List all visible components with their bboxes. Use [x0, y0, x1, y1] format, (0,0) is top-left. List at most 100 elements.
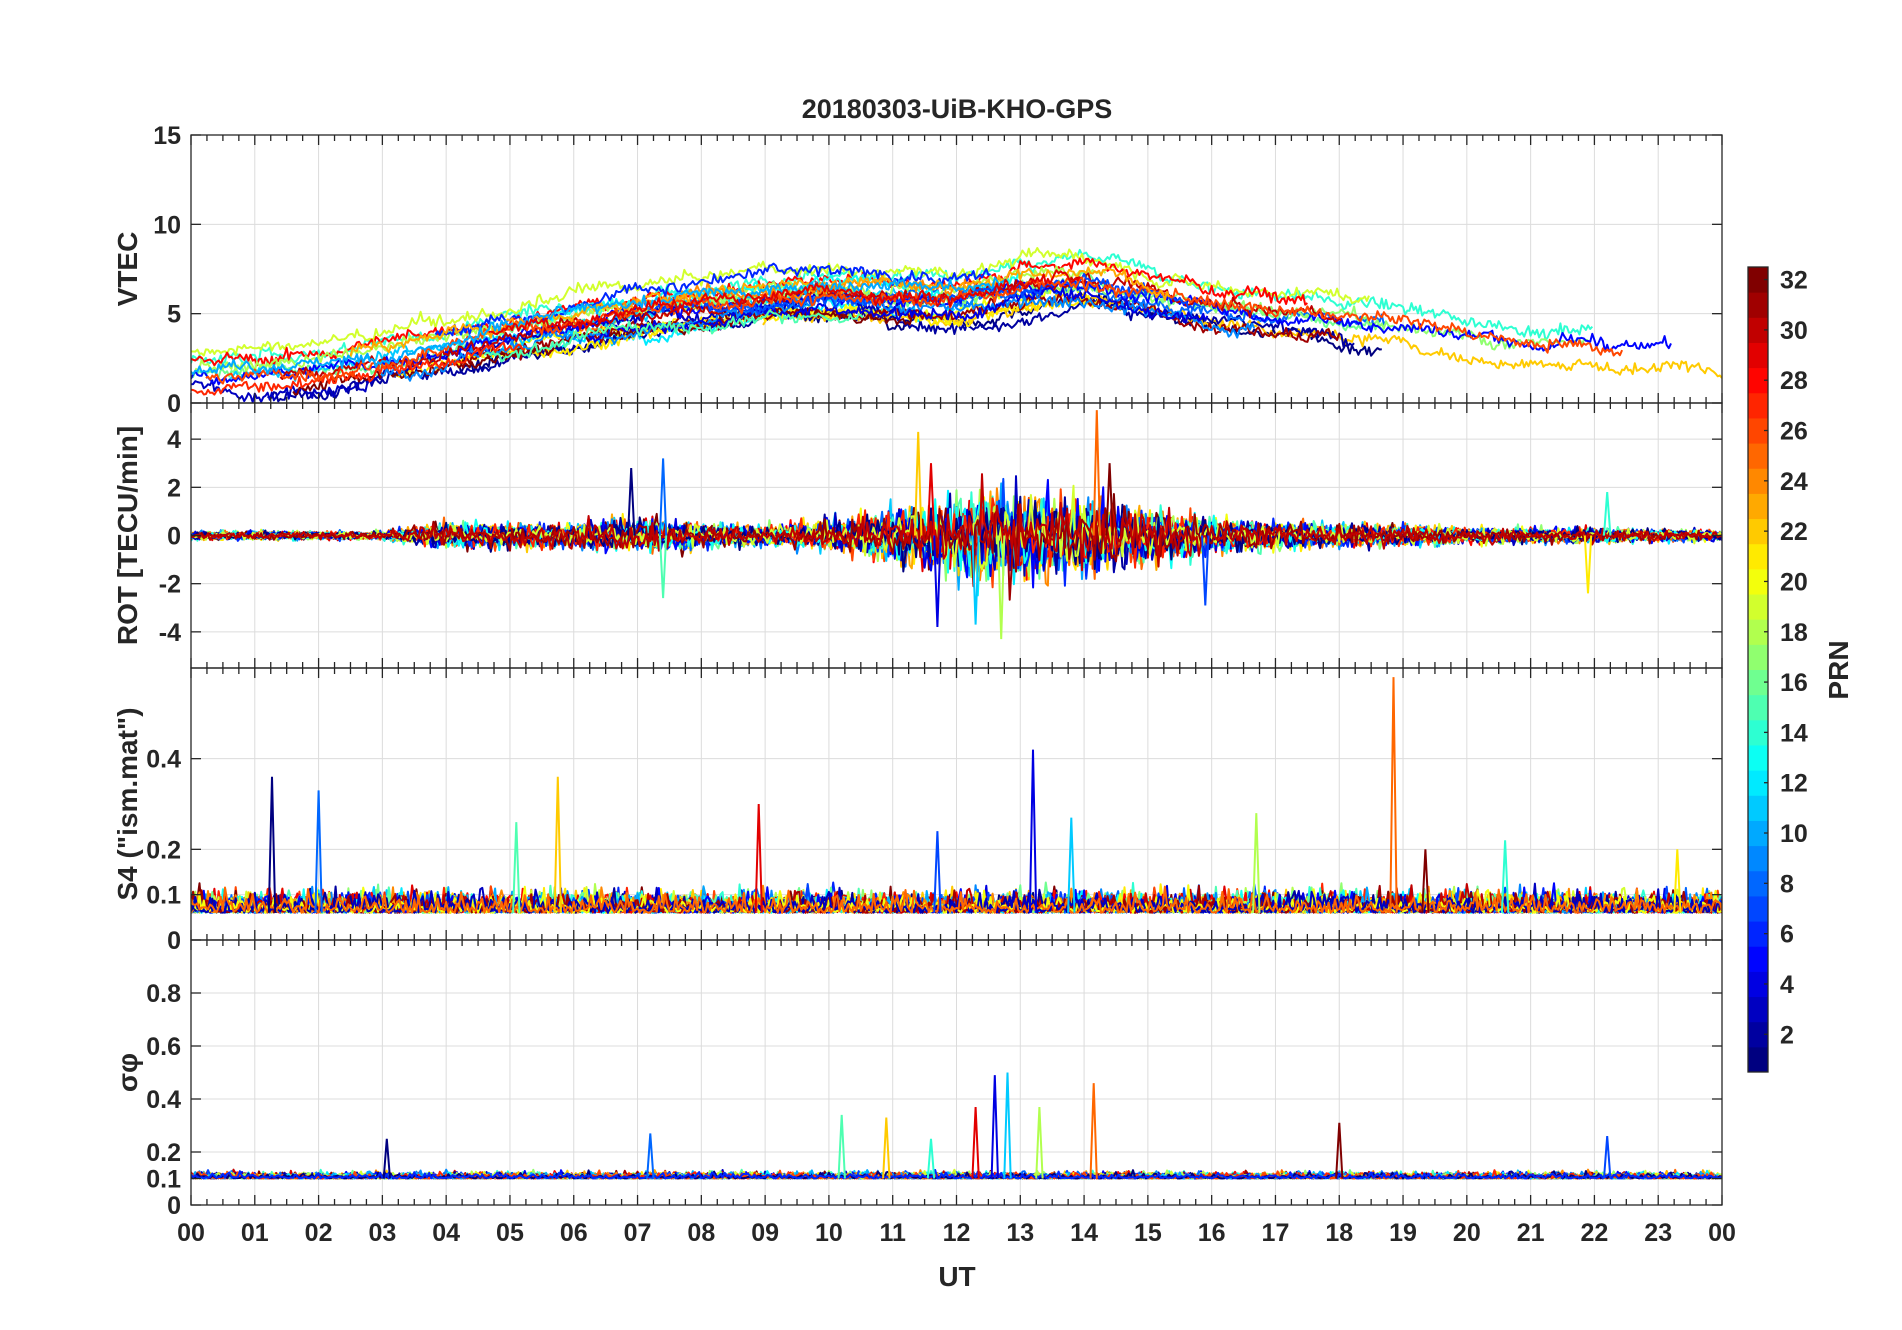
colorbar-swatch — [1748, 845, 1768, 872]
y-tick-label: -2 — [159, 571, 181, 599]
spike — [882, 1117, 891, 1179]
spike — [1105, 463, 1114, 536]
spike — [1673, 849, 1682, 913]
colorbar-swatch — [1748, 770, 1768, 796]
y-tick-label: 0 — [167, 390, 181, 418]
spike — [1092, 410, 1101, 536]
series-prn-25 — [191, 885, 1722, 914]
colorbar-swatch — [1748, 292, 1768, 318]
series-prn-10 — [191, 276, 1009, 375]
spike — [933, 535, 942, 628]
spike — [997, 535, 1006, 640]
y-axis-label: S4 ("ism.mat") — [112, 707, 143, 900]
series-prn-30 — [191, 473, 1722, 572]
colorbar-swatch — [1748, 317, 1768, 343]
spike — [382, 1138, 391, 1179]
y-tick-label: -4 — [159, 619, 181, 647]
x-tick-label: 06 — [560, 1219, 588, 1247]
spike — [754, 803, 763, 913]
colorbar-swatch — [1748, 367, 1768, 394]
colorbar-tick-label: 2 — [1780, 1021, 1794, 1049]
ticks — [190, 940, 1723, 1206]
y-tick-label: 0 — [167, 1192, 181, 1220]
chart-title: 20180303-UiB-KHO-GPS — [802, 94, 1113, 124]
spike — [837, 1114, 846, 1179]
series-prn-19 — [191, 484, 1722, 571]
series-prn-24 — [622, 277, 977, 311]
x-axis-label: UT — [938, 1261, 975, 1292]
spike — [990, 1075, 999, 1179]
colorbar-tick-label: 8 — [1780, 870, 1794, 898]
colorbar-tick-label: 14 — [1780, 719, 1808, 747]
spike — [627, 467, 636, 536]
colorbar-tick-label: 20 — [1780, 568, 1808, 596]
panel-2: -4 -2 0 2 4 ROT [TECU/min] — [112, 402, 1723, 669]
y-tick-label: 0.1 — [146, 1166, 181, 1194]
colorbar-swatch — [1748, 694, 1768, 721]
x-tick-label: 20 — [1453, 1219, 1481, 1247]
y-tick-label: 0.4 — [146, 1086, 181, 1114]
colorbar-swatch — [1748, 644, 1768, 670]
series-group — [191, 247, 1722, 403]
spike — [1201, 535, 1210, 606]
x-tick-label: 15 — [1134, 1219, 1162, 1247]
series-prn-28 — [191, 257, 1308, 367]
spike — [1603, 492, 1612, 536]
x-tick-label: 16 — [1198, 1219, 1226, 1247]
spike — [926, 463, 936, 536]
spike — [1335, 1122, 1344, 1179]
x-tick-label: 05 — [496, 1219, 524, 1247]
colorbar-tick-label: 16 — [1780, 669, 1808, 697]
spike — [1252, 813, 1261, 913]
x-tick-label: 23 — [1644, 1219, 1672, 1247]
x-tick-label: 02 — [305, 1219, 333, 1247]
y-tick-label: 0 — [167, 523, 181, 551]
colorbar-swatch — [1748, 468, 1768, 494]
colorbar-tick-label: 10 — [1780, 820, 1808, 848]
x-tick-label: 10 — [815, 1219, 843, 1247]
colorbar-swatch — [1748, 895, 1768, 922]
colorbar-tick-label: 18 — [1780, 619, 1808, 647]
spike — [658, 535, 668, 599]
x-tick-label: 19 — [1389, 1219, 1417, 1247]
panel-4: 00.10.2 0.4 0.6 0.8 σφ 00 01 02 03 04 05 06 07 08 09 10… — [112, 939, 1736, 1247]
colorbar-swatch — [1748, 543, 1768, 570]
series-prn-3 — [191, 882, 1722, 914]
colorbar-swatch — [1748, 267, 1768, 293]
spike — [926, 1138, 936, 1179]
spike — [646, 1133, 655, 1179]
spike — [1089, 1083, 1098, 1179]
colorbar-swatch — [1748, 443, 1768, 469]
x-tick-label: 17 — [1262, 1219, 1290, 1247]
y-tick-label: 10 — [153, 211, 181, 239]
spike — [1028, 749, 1038, 913]
series-prn-15 — [483, 309, 864, 363]
x-tick-label: 01 — [241, 1219, 269, 1247]
colorbar-swatch — [1748, 568, 1768, 595]
colorbar-swatch — [1748, 719, 1768, 746]
spike — [914, 431, 923, 536]
x-tick-label: 13 — [1006, 1219, 1034, 1247]
x-tick-label: 00 — [1708, 1219, 1736, 1247]
series-prn-26 — [205, 276, 1624, 385]
colorbar-tick-label: 22 — [1780, 518, 1808, 546]
colorbar-tick-label: 6 — [1780, 921, 1794, 949]
y-tick-label: 2 — [167, 474, 181, 502]
series-prn-27 — [191, 341, 526, 396]
colorbar-swatch — [1748, 921, 1768, 947]
y-tick-label: 5 — [167, 301, 181, 329]
y-tick-label: 0 — [167, 927, 181, 955]
spike — [1067, 817, 1076, 913]
colorbar-swatch — [1748, 971, 1768, 998]
colorbar-swatch — [1748, 493, 1768, 520]
series-prn-23 — [349, 266, 1171, 357]
y-tick-label: 0.6 — [146, 1033, 181, 1061]
colorbar-swatch — [1748, 417, 1768, 444]
y-tick-label: 0.4 — [146, 746, 181, 774]
colorbar-tick-label: 12 — [1780, 770, 1808, 798]
x-tick-label: 21 — [1517, 1219, 1545, 1247]
colorbar-swatch — [1748, 518, 1768, 545]
